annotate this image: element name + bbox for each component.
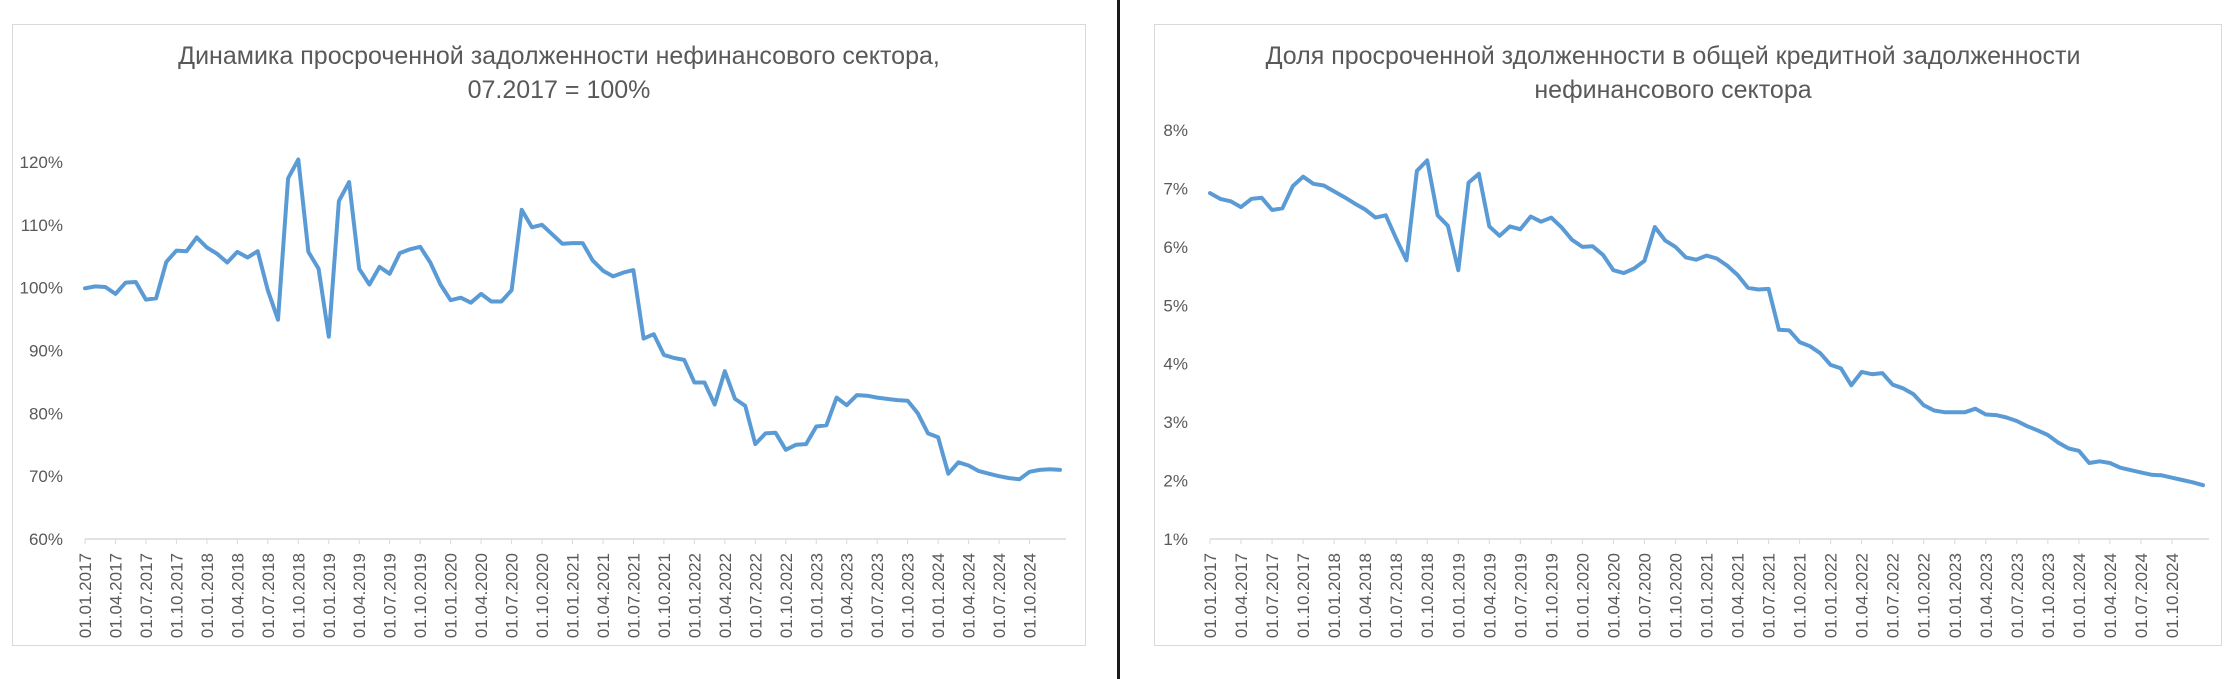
x-tick-label: 01.07.2024 xyxy=(990,553,1009,638)
chart-title-line-2: 07.2017 = 100% xyxy=(467,76,651,104)
y-tick-label: 60% xyxy=(29,530,63,549)
x-tick-label: 01.01.2023 xyxy=(807,553,826,638)
line-chart-overdue-share: 1% 2% 3% 4% 5% 6% 7% 8% 01.01.2017 01.04.2017 01.0… xyxy=(1163,121,2209,638)
chart-title-line-2: нефинансового сектора xyxy=(1534,76,1812,104)
x-tick-label: 01.01.2021 xyxy=(564,553,583,638)
x-tick-label: 01.10.2018 xyxy=(289,553,308,638)
y-tick-label: 4% xyxy=(1163,355,1188,374)
x-tick-label: 01.07.2017 xyxy=(137,553,156,638)
x-tick-label: 01.04.2018 xyxy=(228,553,247,638)
x-tick-label: 01.07.2019 xyxy=(381,553,400,638)
x-tick-label: 01.04.2019 xyxy=(1480,553,1499,638)
x-tick-label: 01.10.2017 xyxy=(167,553,186,638)
x-tick-label: 01.04.2017 xyxy=(1232,553,1251,638)
x-tick-label: 01.04.2024 xyxy=(2101,553,2120,638)
x-tick-label: 01.10.2021 xyxy=(1791,553,1810,638)
chart-frame xyxy=(1154,24,2222,646)
y-tick-label: 90% xyxy=(29,342,63,361)
x-tick-label: 01.07.2019 xyxy=(1511,553,1530,638)
y-tick-label: 80% xyxy=(29,404,63,423)
x-tick-label: 01.07.2020 xyxy=(1635,553,1654,638)
y-tick-label: 3% xyxy=(1163,413,1188,432)
x-tick-label: 01.07.2023 xyxy=(2008,553,2027,638)
y-tick-label: 1% xyxy=(1163,530,1188,549)
x-tick-label: 01.04.2019 xyxy=(350,553,369,638)
x-tick-label: 01.04.2022 xyxy=(1853,553,1872,638)
x-tick-label: 01.07.2021 xyxy=(624,553,643,638)
y-tick-label: 6% xyxy=(1163,238,1188,257)
y-tick-label: 100% xyxy=(20,279,63,298)
x-tick-label: 01.07.2022 xyxy=(1884,553,1903,638)
x-tick-label: 01.07.2022 xyxy=(746,553,765,638)
x-tick-label: 01.07.2018 xyxy=(259,553,278,638)
x-tick-label: 01.10.2018 xyxy=(1418,553,1437,638)
x-tick-label: 01.10.2022 xyxy=(777,553,796,638)
y-tick-label: 120% xyxy=(20,153,63,172)
x-tick-label: 01.10.2020 xyxy=(1666,553,1685,638)
x-tick-label: 01.04.2022 xyxy=(716,553,735,638)
x-tick-label: 01.01.2019 xyxy=(1449,553,1468,638)
x-tick-label: 01.01.2017 xyxy=(76,553,95,638)
chart-title-line-1: Динамика просроченной задолженности нефи… xyxy=(178,42,940,70)
x-tick-label: 01.01.2024 xyxy=(929,553,948,638)
chart-title: Доля просроченной здолженности в общей к… xyxy=(1122,39,2224,107)
x-tick-label: 01.04.2018 xyxy=(1356,553,1375,638)
x-tick-label: 01.01.2017 xyxy=(1201,553,1220,638)
y-tick-label: 110% xyxy=(21,216,63,235)
x-tick-label: 01.10.2023 xyxy=(899,553,918,638)
y-tick-label: 5% xyxy=(1163,296,1188,315)
x-tick-label: 01.07.2017 xyxy=(1263,553,1282,638)
x-tick-label: 01.01.2024 xyxy=(2070,553,2089,638)
chart-frame xyxy=(12,24,1086,646)
chart-title: Динамика просроченной задолженности нефи… xyxy=(0,39,1118,107)
x-tick-label: 01.01.2019 xyxy=(320,553,339,638)
x-tick-label: 01.04.2024 xyxy=(960,553,979,638)
x-tick-label: 01.10.2019 xyxy=(1542,553,1561,638)
y-tick-label: 70% xyxy=(29,467,63,486)
x-tick-label: 01.04.2023 xyxy=(838,553,857,638)
x-tick-label: 01.01.2018 xyxy=(198,553,217,638)
y-tick-label: 8% xyxy=(1163,121,1188,140)
panel-divider xyxy=(1117,0,1120,679)
x-tick-label: 01.07.2023 xyxy=(868,553,887,638)
x-tick-label: 01.10.2023 xyxy=(2039,553,2058,638)
x-tick-label: 01.10.2024 xyxy=(2163,553,2182,638)
x-tick-label: 01.10.2024 xyxy=(1021,553,1040,638)
x-tick-label: 01.01.2022 xyxy=(1822,553,1841,638)
chart-panel-overdue-share: Доля просроченной здолженности в общей к… xyxy=(1122,0,2224,679)
x-tick-label: 01.07.2020 xyxy=(503,553,522,638)
x-tick-label: 01.04.2020 xyxy=(472,553,491,638)
x-tick-label: 01.07.2024 xyxy=(2132,553,2151,638)
y-tick-label: 7% xyxy=(1163,179,1188,198)
x-tick-label: 01.04.2021 xyxy=(1729,553,1748,638)
x-tick-label: 01.01.2021 xyxy=(1698,553,1717,638)
y-tick-label: 2% xyxy=(1163,472,1188,491)
x-tick-label: 01.01.2022 xyxy=(685,553,704,638)
x-tick-label: 01.10.2020 xyxy=(533,553,552,638)
chart-panel-overdue-dynamics: Динамика просроченной задолженности нефи… xyxy=(0,24,1118,646)
x-tick-label: 01.01.2020 xyxy=(442,553,461,638)
series-line xyxy=(1208,158,2205,488)
x-tick-label: 01.04.2020 xyxy=(1604,553,1623,638)
series-line xyxy=(83,157,1062,482)
x-tick-label: 01.10.2019 xyxy=(411,553,430,638)
x-tick-label: 01.10.2017 xyxy=(1294,553,1313,638)
x-tick-label: 01.01.2018 xyxy=(1325,553,1344,638)
x-tick-label: 01.07.2021 xyxy=(1760,553,1779,638)
x-tick-label: 01.10.2021 xyxy=(655,553,674,638)
x-tick-label: 01.04.2021 xyxy=(594,553,613,638)
chart-title-line-1: Доля просроченной здолженности в общей к… xyxy=(1265,42,2081,70)
x-tick-label: 01.07.2018 xyxy=(1387,553,1406,638)
x-tick-label: 01.10.2022 xyxy=(1915,553,1934,638)
x-tick-label: 01.01.2020 xyxy=(1573,553,1592,638)
x-tick-label: 01.04.2023 xyxy=(1977,553,1996,638)
line-chart-overdue-dynamics: 60% 70% 80% 90% 100% 110% 120% 01.01.2017 01.04.… xyxy=(20,153,1066,638)
x-tick-label: 01.04.2017 xyxy=(106,553,125,638)
x-tick-label: 01.01.2023 xyxy=(1946,553,1965,638)
